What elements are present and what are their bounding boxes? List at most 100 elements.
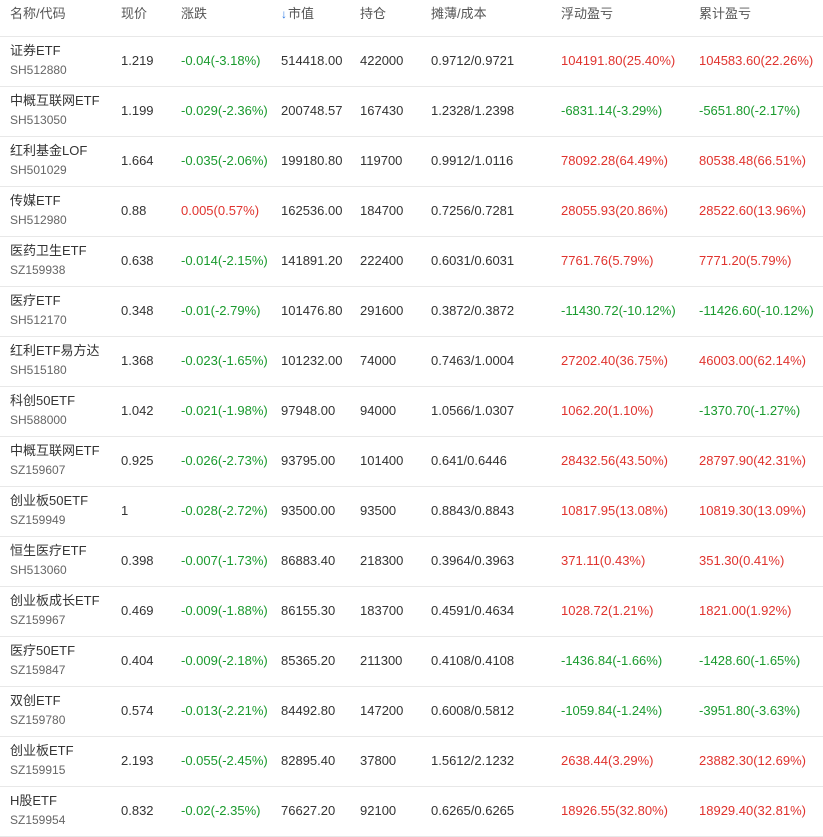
cost-cell: 0.3872/0.3872 [431, 303, 515, 318]
table-row[interactable]: 双创ETF SZ159780 0.574 -0.013(-2.21%) 84492.80… [0, 687, 823, 737]
name-code-cell[interactable]: 医疗ETF SH512170 [10, 293, 67, 327]
header-name-code[interactable]: 名称/代码 [10, 6, 66, 21]
cost-cell: 0.6008/0.5812 [431, 703, 515, 718]
market-value-cell: 93795.00 [281, 453, 336, 468]
fund-name: H股ETF [10, 793, 57, 808]
change-cell: -0.023(-1.65%) [181, 353, 268, 368]
header-floating-pl[interactable]: 浮动盈亏 [561, 6, 614, 21]
header-price[interactable]: 现价 [121, 6, 148, 21]
position-cell: 422000 [360, 53, 404, 68]
name-code-cell[interactable]: 证券ETF SH512880 [10, 43, 67, 77]
table-row[interactable]: 中概互联网ETF SH513050 1.199 -0.029(-2.36%) 20074… [0, 87, 823, 137]
fund-code: SZ159967 [10, 613, 66, 627]
fund-name: 创业板50ETF [10, 493, 89, 508]
fund-name: 双创ETF [10, 693, 61, 708]
table-row[interactable]: 红利ETF易方达 SH515180 1.368 -0.023(-1.65%) 10123… [0, 337, 823, 387]
change-cell: -0.014(-2.15%) [181, 253, 268, 268]
table-row[interactable]: 科创50ETF SH588000 1.042 -0.021(-1.98%) 97948.… [0, 387, 823, 437]
market-value-cell: 93500.00 [281, 503, 336, 518]
price-cell: 1.199 [121, 103, 154, 118]
market-value-cell: 97948.00 [281, 403, 336, 418]
table-row[interactable]: 医疗ETF SH512170 0.348 -0.01(-2.79%) 101476.80… [0, 287, 823, 337]
price-cell: 1.664 [121, 153, 154, 168]
header-position[interactable]: 持仓 [360, 6, 387, 21]
cumulative-pl-cell: -3951.80(-3.63%) [699, 703, 801, 718]
name-code-cell[interactable]: 恒生医疗ETF SH513060 [10, 543, 87, 577]
table-row[interactable]: 证券ETF SH512880 1.219 -0.04(-3.18%) 514418.00… [0, 37, 823, 87]
table-row[interactable]: 医疗50ETF SZ159847 0.404 -0.009(-2.18%) 85365.… [0, 637, 823, 687]
cumulative-pl-cell: 7771.20(5.79%) [699, 253, 792, 268]
cumulative-pl-cell: 1821.00(1.92%) [699, 603, 792, 618]
table-row[interactable]: 创业板成长ETF SZ159967 0.469 -0.009(-1.88%) 86155… [0, 587, 823, 637]
name-code-cell[interactable]: 创业板50ETF SZ159949 [10, 493, 88, 527]
floating-pl-cell: 2638.44(3.29%) [561, 753, 654, 768]
table-row[interactable]: 恒生医疗ETF SH513060 0.398 -0.007(-1.73%) 86883.… [0, 537, 823, 587]
position-cell: 184700 [360, 203, 404, 218]
market-value-cell: 162536.00 [281, 203, 343, 218]
name-code-cell[interactable]: 创业板成长ETF SZ159967 [10, 593, 100, 627]
table-header: 名称/代码 现价 涨跌 ↓市值 持仓 摊薄/成本 浮动盈亏 累计盈亏 [0, 0, 823, 37]
header-cost[interactable]: 摊薄/成本 [431, 6, 487, 21]
floating-pl-cell: -6831.14(-3.29%) [561, 103, 663, 118]
name-code-cell[interactable]: 科创50ETF SH588000 [10, 393, 75, 427]
change-cell: -0.035(-2.06%) [181, 153, 268, 168]
name-code-cell[interactable]: 传媒ETF SH512980 [10, 193, 67, 227]
change-cell: 0.005(0.57%) [181, 203, 260, 218]
name-code-cell[interactable]: 红利ETF易方达 SH515180 [10, 343, 100, 377]
name-code-cell[interactable]: 中概互联网ETF SZ159607 [10, 443, 100, 477]
change-cell: -0.028(-2.72%) [181, 503, 268, 518]
floating-pl-cell: 27202.40(36.75%) [561, 353, 668, 368]
market-value-cell: 86883.40 [281, 553, 336, 568]
header-market-value[interactable]: ↓市值 [281, 6, 314, 22]
table-row[interactable]: 医药卫生ETF SZ159938 0.638 -0.014(-2.15%) 141891… [0, 237, 823, 287]
floating-pl-cell: 28432.56(43.50%) [561, 453, 668, 468]
header-cumulative-pl[interactable]: 累计盈亏 [699, 6, 752, 21]
price-cell: 2.193 [121, 753, 154, 768]
market-value-cell: 84492.80 [281, 703, 336, 718]
position-cell: 291600 [360, 303, 404, 318]
floating-pl-cell: 28055.93(20.86%) [561, 203, 668, 218]
cost-cell: 1.0566/1.0307 [431, 403, 515, 418]
name-code-cell[interactable]: 医药卫生ETF SZ159938 [10, 243, 87, 277]
name-code-cell[interactable]: 中概互联网ETF SH513050 [10, 93, 100, 127]
fund-name: 医疗ETF [10, 293, 61, 308]
name-code-cell[interactable]: 红利基金LOF SH501029 [10, 143, 87, 177]
change-cell: -0.007(-1.73%) [181, 553, 268, 568]
position-cell: 119700 [360, 153, 403, 168]
fund-code: SZ159949 [10, 513, 66, 527]
market-value-cell: 82895.40 [281, 753, 336, 768]
table-row[interactable]: H股ETF SZ159954 0.832 -0.02(-2.35%) 76627.20 9… [0, 787, 823, 837]
market-value-cell: 514418.00 [281, 53, 343, 68]
table-row[interactable]: 创业板ETF SZ159915 2.193 -0.055(-2.45%) 82895.4… [0, 737, 823, 787]
table-row[interactable]: 传媒ETF SH512980 0.88 0.005(0.57%) 162536.00 18… [0, 187, 823, 237]
table-row[interactable]: 中概互联网ETF SZ159607 0.925 -0.026(-2.73%) 93795… [0, 437, 823, 487]
fund-code: SH501029 [10, 163, 67, 177]
name-code-cell[interactable]: 创业板ETF SZ159915 [10, 743, 74, 777]
position-cell: 222400 [360, 253, 404, 268]
change-cell: -0.009(-2.18%) [181, 653, 268, 668]
floating-pl-cell: 1062.20(1.10%) [561, 403, 654, 418]
fund-code: SZ159954 [10, 813, 66, 827]
position-cell: 93500 [360, 503, 397, 518]
fund-code: SZ159847 [10, 663, 66, 677]
table-row[interactable]: 红利基金LOF SH501029 1.664 -0.035(-2.06%) 199180… [0, 137, 823, 187]
change-cell: -0.029(-2.36%) [181, 103, 268, 118]
cost-cell: 0.8843/0.8843 [431, 503, 515, 518]
position-cell: 218300 [360, 553, 404, 568]
cumulative-pl-cell: 18929.40(32.81%) [699, 803, 806, 818]
name-code-cell[interactable]: H股ETF SZ159954 [10, 793, 65, 827]
fund-code: SH588000 [10, 413, 67, 427]
name-code-cell[interactable]: 医疗50ETF SZ159847 [10, 643, 75, 677]
floating-pl-cell: 104191.80(25.40%) [561, 53, 676, 68]
header-change[interactable]: 涨跌 [181, 6, 208, 21]
change-cell: -0.055(-2.45%) [181, 753, 268, 768]
cost-cell: 0.7256/0.7281 [431, 203, 515, 218]
name-code-cell[interactable]: 双创ETF SZ159780 [10, 693, 65, 727]
position-cell: 211300 [360, 653, 403, 668]
price-cell: 0.88 [121, 203, 147, 218]
table-row[interactable]: 创业板50ETF SZ159949 1 -0.028(-2.72%) 93500.00 9… [0, 487, 823, 537]
fund-code: SZ159780 [10, 713, 66, 727]
position-cell: 147200 [360, 703, 404, 718]
cost-cell: 0.641/0.6446 [431, 453, 507, 468]
cost-cell: 1.5612/2.1232 [431, 753, 515, 768]
